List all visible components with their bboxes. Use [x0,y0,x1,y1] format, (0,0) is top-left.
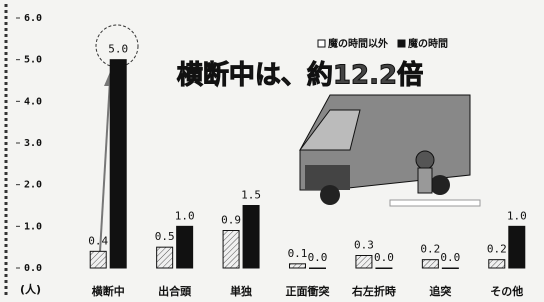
value-label: 0.5 [155,230,175,243]
value-label: 0.0 [308,251,328,264]
bar [509,226,525,268]
annotation: 横断中は、約12.2倍 [177,60,423,91]
chart: 横断中は、約12.2倍 (人) 0.0 1.0 2.0 3.0 4.0 5.0 6.0 横断中… [0,0,544,302]
y-tick-label: 2.0 [24,180,42,191]
value-label: 0.4 [88,234,108,247]
bar [110,60,126,268]
x-tick-label: 単独 [230,284,252,298]
y-unit: (人) [20,282,41,296]
value-label: 0.1 [288,247,308,260]
bar [356,256,372,269]
value-label: 1.5 [241,189,261,202]
bar [243,206,259,269]
y-tick-label: 1.0 [24,221,42,232]
y-tick-label: 0.0 [24,263,42,274]
value-label: 5.0 [108,43,128,56]
y-tick-label: 5.0 [24,55,42,66]
truck-illustration [300,95,480,206]
y-tick-label: 4.0 [24,96,42,107]
legend-label: 魔の時間以外 [328,37,388,50]
value-label: 0.0 [440,251,460,264]
x-tick-label: 右左折時 [351,284,396,298]
bar [310,268,326,269]
value-label: 1.0 [507,209,527,222]
value-label: 1.0 [175,209,195,222]
value-label: 0.0 [374,251,394,264]
x-tick-label: 正面衝突 [286,284,330,298]
arrow [100,80,110,252]
bar [90,251,106,268]
value-label: 0.3 [354,239,374,252]
x-tick-label: 出合頭 [158,284,192,298]
legend-label: 魔の時間 [408,37,448,50]
x-tick-label: 横断中 [92,284,125,298]
legend-swatch [318,40,325,47]
value-label: 0.2 [487,243,507,256]
x-tick-label: 追突 [429,284,451,298]
bar [489,260,505,268]
bar [442,268,458,269]
bar [157,247,173,268]
value-label: 0.9 [221,214,241,227]
bar [177,226,193,268]
y-tick-label: 6.0 [24,13,42,24]
bar [376,268,392,269]
y-tick-label: 3.0 [24,138,42,149]
x-tick-label: その他 [490,284,523,298]
bar [422,260,438,268]
bar [223,231,239,269]
bar [290,264,306,268]
legend-swatch [398,40,405,47]
value-label: 0.2 [420,243,440,256]
